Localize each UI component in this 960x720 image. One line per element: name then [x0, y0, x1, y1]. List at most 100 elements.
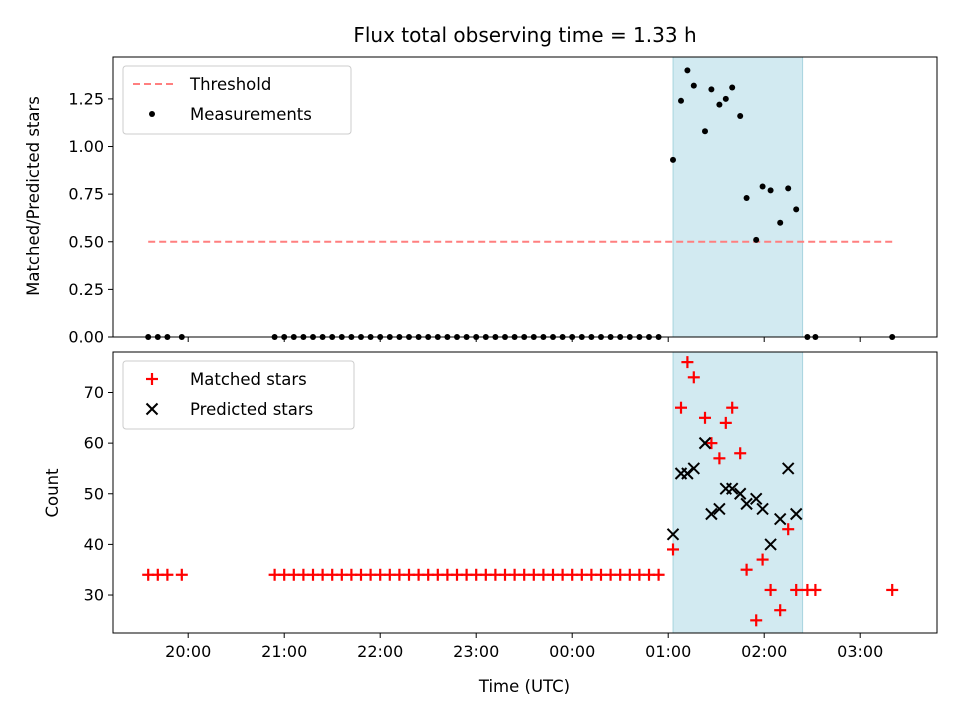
legend-label: Matched stars — [190, 370, 307, 389]
predicted-stars-point — [666, 528, 680, 541]
top-plot-panel: 0.00 0.25 0.50 0.75 1.00 1.25 Threshold Measure… — [68, 56, 938, 347]
matched-stars-point — [667, 543, 679, 556]
bottom-legend: Matched stars Predicted stars — [122, 360, 355, 430]
bottom-plot-panel: 30 40 50 60 70 20:00 21:00 22:00 23:00 00:00 01:00… — [84, 351, 938, 661]
x-b — [764, 538, 777, 551]
matched-stars-point — [764, 583, 777, 596]
x-b — [698, 436, 712, 450]
x-b — [781, 462, 795, 475]
top-highlight-span — [672, 56, 804, 338]
x-tick-label: 02:00 — [741, 642, 787, 661]
bottom-y-tick-label: 30 — [84, 586, 104, 605]
legend-box — [122, 65, 352, 135]
legend-box — [122, 360, 355, 430]
matched-stars-point — [734, 447, 747, 460]
measurement-point — [759, 183, 766, 190]
measurement-point — [753, 236, 760, 243]
bottom-y-tick-label: 40 — [84, 535, 104, 554]
matched-stars-point — [161, 568, 174, 581]
x-b — [687, 462, 701, 475]
measurement-point — [737, 113, 744, 120]
bottom-y-axis-label: Count — [43, 468, 62, 518]
matched-stars-point — [774, 604, 787, 617]
bottom-y-tick-label: 50 — [84, 484, 104, 503]
x-b — [733, 487, 747, 500]
bottom-y-tick-label: 60 — [84, 434, 104, 453]
predicted-stars-point — [698, 436, 712, 450]
x-axis-label: Time (UTC) — [478, 677, 570, 696]
x-b — [705, 507, 718, 521]
chart-title: Flux total observing time = 1.33 h — [353, 23, 696, 47]
measurement-point — [777, 219, 784, 226]
matched-stars-point — [687, 371, 700, 384]
legend-label: Predicted stars — [190, 400, 313, 419]
x-tick-label: 21:00 — [261, 642, 307, 661]
measurement-point — [793, 206, 800, 213]
top-axes-frame — [112, 56, 938, 338]
legend-label: Threshold — [189, 75, 271, 94]
measurement-point — [743, 194, 750, 201]
top-y-tick-label: 0.25 — [68, 280, 104, 299]
x-b — [666, 528, 680, 541]
x-tick-label: 23:00 — [453, 642, 499, 661]
predicted-stars-point — [756, 502, 769, 516]
matched-stars-point — [790, 583, 803, 596]
predicted-stars-point — [789, 507, 803, 521]
measurement-point — [767, 187, 774, 194]
predicted-stars-point — [713, 502, 726, 516]
measurement-point — [785, 185, 792, 192]
top-y-tick-label: 0.75 — [68, 185, 104, 204]
matched-stars-point — [809, 583, 822, 596]
x-tick-label: 20:00 — [165, 642, 211, 661]
legend-measurements-swatch — [149, 111, 155, 117]
predicted-stars-point — [687, 462, 701, 475]
matched-stars-point — [740, 563, 753, 576]
x-b — [740, 497, 753, 511]
measurement-point — [729, 84, 736, 91]
matched-stars-point — [675, 401, 687, 414]
predicted-stars-point — [705, 507, 718, 521]
x-tick-label: 22:00 — [357, 642, 403, 661]
bottom-axes-frame — [112, 351, 938, 634]
top-y-tick-label: 0.50 — [68, 232, 104, 251]
predicted-stars-point — [773, 512, 787, 526]
x-tick-label: 00:00 — [549, 642, 595, 661]
measurement-point — [670, 156, 676, 163]
measurement-point — [708, 86, 715, 93]
legend-label: Measurements — [190, 105, 312, 124]
top-legend: Threshold Measurements — [122, 65, 352, 135]
predicted-stars-point — [725, 482, 739, 495]
x-b — [713, 502, 726, 516]
matched-stars-point — [652, 568, 665, 581]
matched-stars-point — [705, 437, 718, 450]
measurement-point — [678, 97, 684, 104]
matched-stars-point — [713, 452, 726, 465]
x-b — [756, 502, 769, 516]
legend-predicted-swatch-b — [145, 402, 159, 416]
matched-stars-point — [886, 583, 899, 596]
bottom-y-tick-label: 70 — [84, 383, 104, 402]
predicted-stars-point — [749, 492, 763, 506]
x-b — [725, 482, 739, 495]
matched-stars-point — [726, 401, 739, 414]
x-tick-label: 01:00 — [645, 642, 691, 661]
predicted-stars-point — [740, 497, 753, 511]
matched-stars-point — [681, 356, 694, 369]
measurement-point — [702, 128, 708, 135]
measurement-point — [690, 82, 697, 89]
top-y-tick-label: 0.00 — [68, 328, 104, 347]
matched-stars-point — [756, 553, 769, 566]
matched-stars-point — [719, 416, 732, 429]
measurement-point — [722, 95, 729, 102]
top-y-tick-label: 1.00 — [68, 137, 104, 156]
matched-stars-point — [750, 614, 763, 627]
top-y-tick-label: 1.25 — [68, 89, 104, 108]
x-b — [749, 492, 763, 506]
x-tick-label: 03:00 — [837, 642, 883, 661]
predicted-stars-point — [764, 538, 777, 551]
x-b — [773, 512, 787, 526]
measurement-point — [716, 101, 723, 108]
matched-stars-point — [782, 523, 795, 536]
predicted-stars-point — [733, 487, 747, 500]
